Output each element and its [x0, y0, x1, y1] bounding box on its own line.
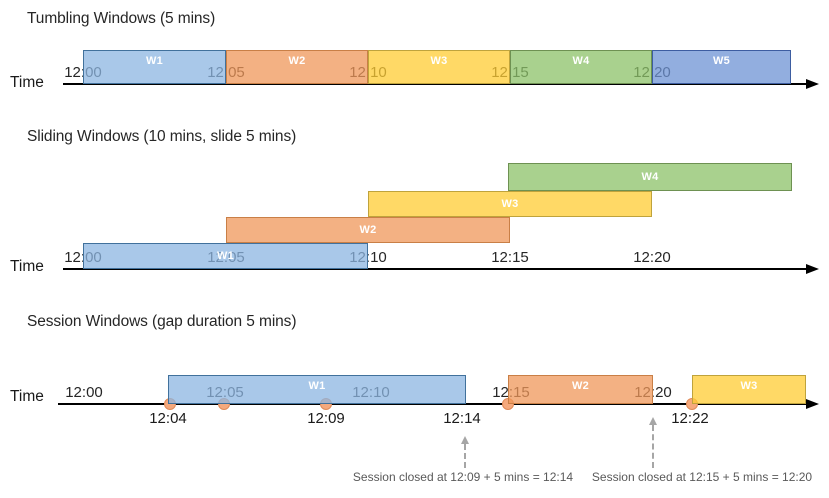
event-time-label: 12:09	[307, 410, 345, 427]
tumbling-window-label-w3: W3	[430, 55, 448, 67]
session-tick-label: 12:00	[65, 384, 103, 401]
tumbling-timeline-arrowhead-icon	[806, 79, 819, 89]
sliding-timeline-arrowhead-icon	[806, 264, 819, 274]
event-time-label: 12:04	[149, 410, 187, 427]
session-closed-annotation: Session closed at 12:09 + 5 mins = 12:14	[352, 470, 574, 484]
session-timeline	[58, 403, 806, 405]
tumbling-timeline	[63, 83, 806, 85]
sliding-window-label-w4: W4	[641, 171, 659, 183]
session-window-w3: W3	[692, 375, 806, 404]
tumbling-section-title: Tumbling Windows (5 mins)	[27, 10, 216, 27]
sliding-tick-label: 12:20	[633, 249, 671, 266]
event-time-label: 12:14	[443, 410, 481, 427]
session-timeline-arrowhead-icon	[806, 399, 819, 409]
tumbling-window-w4: W4	[510, 50, 652, 84]
callout-dashed-line	[652, 425, 654, 468]
sliding-window-w3: W3	[368, 191, 652, 217]
tumbling-window-w1: W1	[83, 50, 226, 84]
tumbling-window-label-w1: W1	[145, 55, 164, 67]
session-window-label-w2: W2	[571, 380, 590, 392]
sliding-window-w1: W1	[83, 243, 368, 269]
sliding-window-w2: W2	[226, 217, 510, 243]
session-section-title: Session Windows (gap duration 5 mins)	[27, 313, 297, 330]
callout-arrowhead-up-icon	[648, 417, 657, 425]
session-window-w1: W1	[168, 375, 466, 404]
tumbling-window-label-w5: W5	[712, 55, 731, 67]
tumbling-window-w3: W3	[368, 50, 510, 84]
tumbling-window-w5: W5	[652, 50, 791, 84]
sliding-window-label-w2: W2	[359, 224, 377, 236]
session-window-label-w1: W1	[308, 380, 326, 392]
session-closed-annotation: Session closed at 12:15 + 5 mins = 12:20	[591, 470, 813, 484]
tumbling-window-w2: W2	[226, 50, 368, 84]
tumbling-window-label-w4: W4	[572, 55, 590, 67]
sliding-window-label-w3: W3	[501, 198, 519, 210]
callout-arrowhead-up-icon	[460, 436, 469, 444]
sliding-window-label-w1: W1	[216, 250, 235, 262]
sliding-timeline	[63, 268, 806, 270]
sliding-section-title: Sliding Windows (10 mins, slide 5 mins)	[27, 128, 297, 145]
tumbling-window-label-w2: W2	[288, 55, 306, 67]
event-time-label: 12:22	[671, 410, 709, 427]
sliding-window-w4: W4	[508, 163, 792, 191]
sliding-tick-label: 12:15	[491, 249, 529, 266]
session-window-label-w3: W3	[740, 380, 758, 392]
callout-dashed-line	[464, 444, 466, 468]
session-window-w2: W2	[508, 375, 653, 404]
sliding-time-axis-label: Time	[10, 258, 44, 275]
tumbling-time-axis-label: Time	[10, 74, 44, 91]
session-time-axis-label: Time	[10, 388, 44, 405]
